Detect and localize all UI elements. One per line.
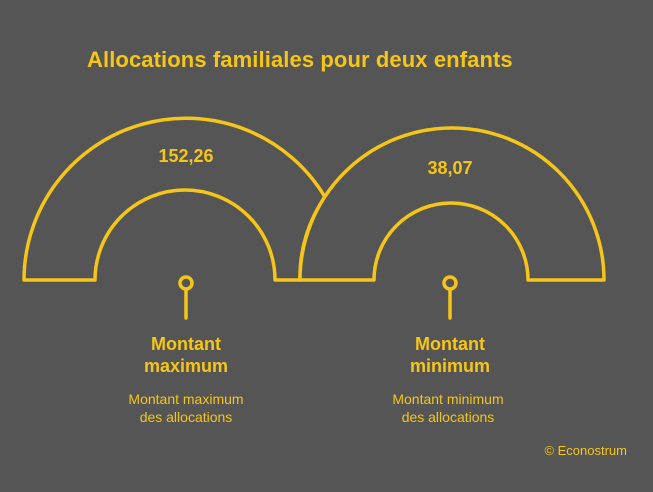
arch-maximum (22, 116, 327, 282)
pin-maximum (178, 275, 194, 320)
description-maximum: Montant maximum des allocations (128, 391, 244, 425)
value-maximum: 152,26 (158, 146, 214, 166)
chart-title: Allocations familiales pour deux enfants (87, 47, 513, 72)
description-minimum: Montant minimum des allocations (392, 391, 504, 425)
copyright-notice: © Econostrum (544, 443, 627, 458)
arch-minimum (298, 126, 606, 282)
value-minimum: 38,07 (427, 158, 473, 178)
label-maximum: Montant maximum (143, 334, 229, 376)
label-minimum: Montant minimum (409, 334, 490, 376)
pin-minimum (442, 275, 458, 320)
